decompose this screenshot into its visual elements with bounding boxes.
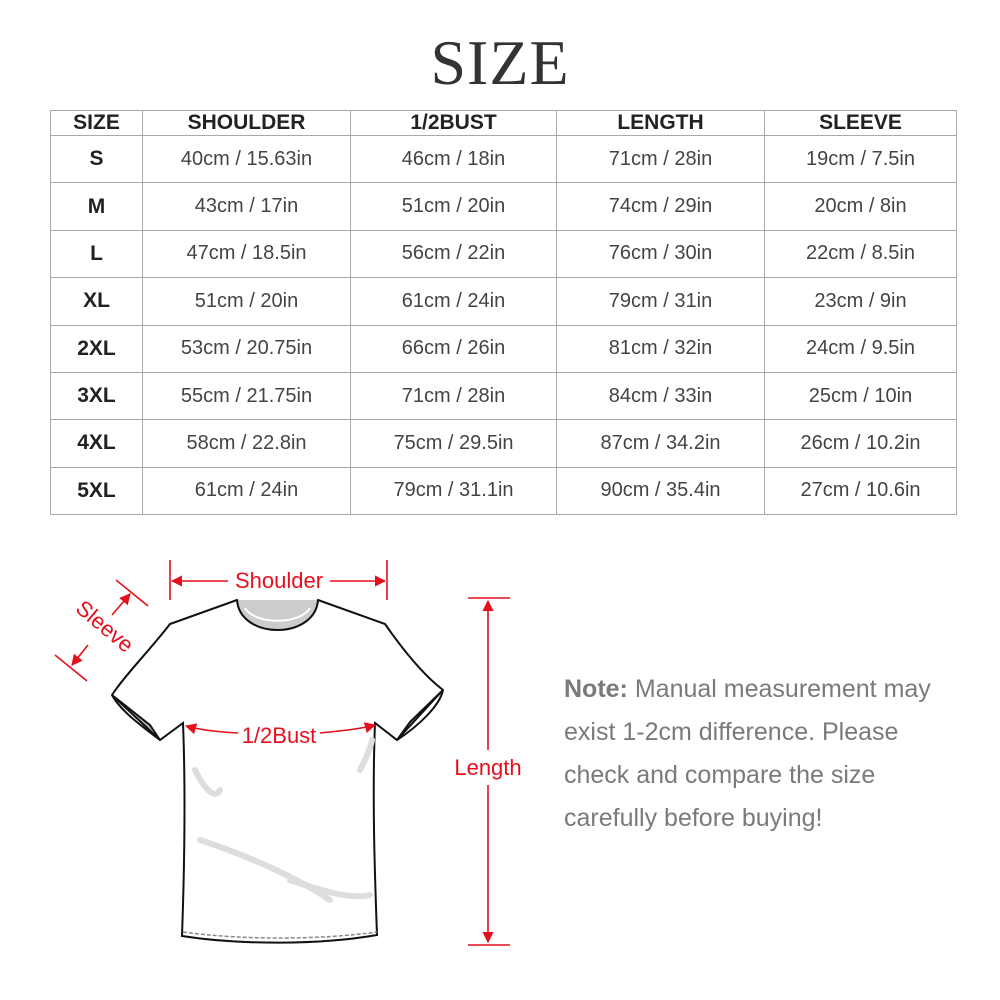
measurement-cell: 76cm / 30in [556, 229, 765, 279]
size-cell: M [50, 182, 143, 231]
size-cell: 5XL [50, 466, 143, 516]
tshirt-outline [110, 598, 445, 944]
measurement-cell: 66cm / 26in [350, 324, 557, 373]
column-header: SLEEVE [764, 110, 957, 136]
measurement-cell: 26cm / 10.2in [764, 419, 957, 468]
table-row: 2XL 53cm / 20.75in 66cm / 26in 81cm / 32in 2… [50, 324, 957, 373]
length-measure [468, 597, 510, 946]
size-cell: XL [50, 277, 143, 326]
measurement-cell: 79cm / 31in [556, 277, 765, 326]
table-row: XL 51cm / 20in 61cm / 24in 79cm / 31in 23cm … [50, 277, 957, 326]
measurement-cell: 53cm / 20.75in [142, 324, 351, 373]
measurement-cell: 74cm / 29in [556, 182, 765, 231]
measurement-cell: 84cm / 33in [556, 371, 765, 421]
measurement-cell: 43cm / 17in [142, 182, 351, 231]
column-header: LENGTH [556, 110, 765, 136]
tshirt-diagram: Shoulder Sleeve 1/2Bust Length [54, 560, 522, 946]
page-title: SIZE [430, 27, 570, 98]
note-text: Manual measurement may exist 1-2cm diffe… [564, 675, 931, 832]
measurement-cell: 87cm / 34.2in [556, 419, 765, 468]
measurement-cell: 19cm / 7.5in [764, 134, 957, 184]
measurement-cell: 51cm / 20in [350, 182, 557, 231]
measurement-cell: 20cm / 8in [764, 182, 957, 231]
measurement-cell: 79cm / 31.1in [350, 466, 557, 516]
table-row: 4XL 58cm / 22.8in 75cm / 29.5in 87cm / 34.2… [50, 419, 957, 468]
shoulder-measure [169, 560, 388, 600]
measurement-cell: 47cm / 18.5in [142, 229, 351, 279]
size-cell: 3XL [50, 371, 143, 421]
column-header: SIZE [50, 110, 143, 136]
size-cell: 4XL [50, 419, 143, 468]
measurement-cell: 56cm / 22in [350, 229, 557, 279]
measurement-cell: 55cm / 21.75in [142, 371, 351, 421]
measurement-cell: 25cm / 10in [764, 371, 957, 421]
measurement-note: Note: Manual measurement may exist 1-2cm… [564, 668, 964, 840]
table-row: 3XL 55cm / 21.75in 71cm / 28in 84cm / 33in 2… [50, 371, 957, 421]
column-header: SHOULDER [142, 110, 351, 136]
measurement-cell: 27cm / 10.6in [764, 466, 957, 516]
column-header: 1/2BUST [350, 110, 557, 136]
size-cell: S [50, 134, 143, 184]
table-row: 5XL 61cm / 24in 79cm / 31.1in 90cm / 35.4in… [50, 466, 957, 516]
measurement-cell: 46cm / 18in [350, 134, 557, 184]
table-header-row: SIZE SHOULDER 1/2BUST LENGTH SLEEVE [50, 110, 957, 136]
length-label: Length [454, 755, 521, 780]
note-label: Note: [564, 675, 628, 703]
fabric-shading [192, 737, 375, 903]
measurement-cell: 22cm / 8.5in [764, 229, 957, 279]
size-table: SIZE SHOULDER 1/2BUST LENGTH SLEEVE S 40cm / … [50, 110, 957, 516]
measurement-cell: 61cm / 24in [350, 277, 557, 326]
measurement-cell: 81cm / 32in [556, 324, 765, 373]
sleeve-measure [54, 579, 149, 682]
measurement-cell: 90cm / 35.4in [556, 466, 765, 516]
measurement-cell: 61cm / 24in [142, 466, 351, 516]
bust-measure [184, 722, 377, 735]
table-row: S 40cm / 15.63in 46cm / 18in 71cm / 28in 19c… [50, 134, 957, 184]
measurement-cell: 75cm / 29.5in [350, 419, 557, 468]
measurement-cell: 51cm / 20in [142, 277, 351, 326]
bust-label: 1/2Bust [242, 723, 317, 748]
size-cell: L [50, 229, 143, 279]
measurement-cell: 24cm / 9.5in [764, 324, 957, 373]
table-row: L 47cm / 18.5in 56cm / 22in 76cm / 30in 22cm… [50, 229, 957, 279]
measurement-cell: 23cm / 9in [764, 277, 957, 326]
shoulder-label: Shoulder [235, 568, 323, 593]
table-row: M 43cm / 17in 51cm / 20in 74cm / 29in 20cm /… [50, 182, 957, 231]
sleeve-label: Sleeve [71, 595, 139, 657]
measurement-cell: 58cm / 22.8in [142, 419, 351, 468]
measurement-cell: 71cm / 28in [556, 134, 765, 184]
size-cell: 2XL [50, 324, 143, 373]
measurement-cell: 71cm / 28in [350, 371, 557, 421]
measurement-cell: 40cm / 15.63in [142, 134, 351, 184]
